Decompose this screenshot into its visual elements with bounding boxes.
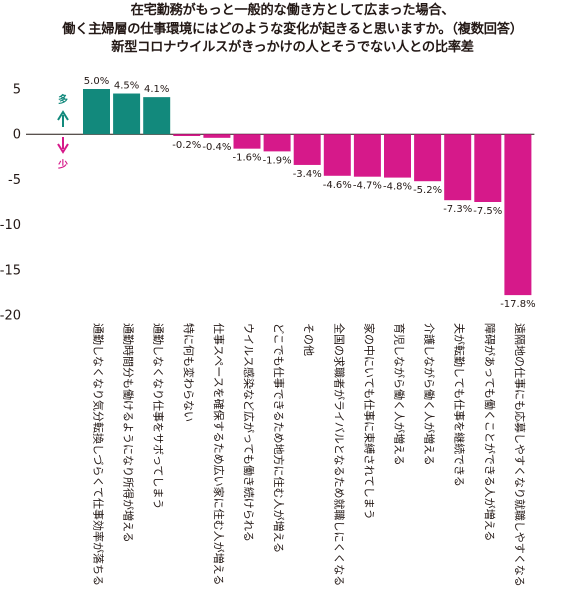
data-label: -5.2% [413,185,442,196]
data-label: -4.6% [323,180,352,191]
bar [414,134,442,182]
bar [233,134,261,149]
bar [474,134,502,202]
data-label: -7.5% [473,206,502,217]
category-label: 育児しながら働く人が増える [393,323,407,466]
data-label: -7.3% [443,204,472,215]
bar [444,134,472,201]
y-tick-label: 5 [13,83,21,98]
y-tick-label: -20 [0,309,21,324]
down-arrow-icon [57,137,69,154]
category-label: 通勤時間分も働けるようになり所得が増える [122,323,136,543]
bar [203,134,231,138]
category-label: 介護しながら働く人が増える [423,323,437,466]
data-label: -1.6% [232,153,261,164]
up-arrow-icon [57,110,69,127]
data-label: 4.1% [144,84,169,95]
category-label: 家の中にいても仕事に束縛されてしまう [362,323,376,520]
bar [293,134,321,165]
category-labels: 通勤しなくなり気分転換しづらくて仕事効率が落ちる 通勤時間分も働けるようになり所得… [92,323,527,587]
category-label: 通勤しなくなり気分転換しづらくて仕事効率が落ちる [92,323,106,586]
bar [263,134,291,152]
bars [83,89,532,296]
direction-legend: 多 少 [57,93,69,171]
data-label: -4.8% [383,182,412,193]
y-tick-label: 0 [13,128,21,143]
bar [83,89,110,135]
title-line-2: 働く主婦層の仕事環境にはどのような変化が起きると思いますか。（複数回答） [62,21,523,37]
category-label: その他 [302,323,315,356]
data-label: -0.4% [202,142,231,153]
y-tick-label: -5 [8,173,21,188]
data-label: -0.2% [172,140,201,151]
title-line-1: 在宅勤務がもっと一般的な働き方として広まった場合、 [130,3,455,18]
value-labels: 5.0% 4.5% 4.1%-0.2% -0.4%-1.6% -1.9%-3.4%-4.… [84,76,536,310]
y-axis: 5 0 -5 -10 -15 -20 [0,83,535,324]
legend-up-label: 多 [58,93,68,106]
y-tick-label: -10 [0,218,21,233]
category-label: 夫が転勤しても仕事を継続できる [453,323,467,487]
bar [143,97,171,135]
bar [323,134,351,176]
data-label: -1.9% [263,155,292,166]
category-label: 全国の求職者がライバルとなるため就職しにくくなる [332,323,346,586]
bar [353,134,381,177]
category-label: 特に何も変わらない [182,323,196,422]
y-tick-label: -15 [0,263,21,278]
data-label: 4.5% [114,81,139,92]
title-line-3: 新型コロナウイルスがきっかけの人とそうでない人との比率差 [111,40,474,55]
bar [173,134,201,137]
category-label: ウイルス感染など広がっても働き続けられる [242,323,256,542]
data-label: 5.0% [84,76,109,87]
bar [504,134,532,296]
legend-down-label: 少 [57,158,68,171]
category-label: 通勤しなくなり仕事をサボってしまう [152,323,165,509]
data-label: -17.8% [500,299,535,310]
category-label: 仕事スペースを確保するため広い家に住む人が増える [212,323,226,585]
bar [384,134,411,178]
category-label: 障碍があっても働くことができる人が増える [483,323,497,541]
category-label: 遠隔地の仕事にも応募しやすくなり就職しやすくなる [513,323,527,587]
category-label: どこでも仕事できるため地方に住む人が増える [272,323,286,553]
data-label: -4.7% [353,181,382,192]
chart-title: 在宅勤務がもっと一般的な働き方として広まった場合、 働く主婦層の仕事環境にはどの… [0,2,585,58]
bar [113,93,141,135]
data-label: -3.4% [293,169,322,180]
